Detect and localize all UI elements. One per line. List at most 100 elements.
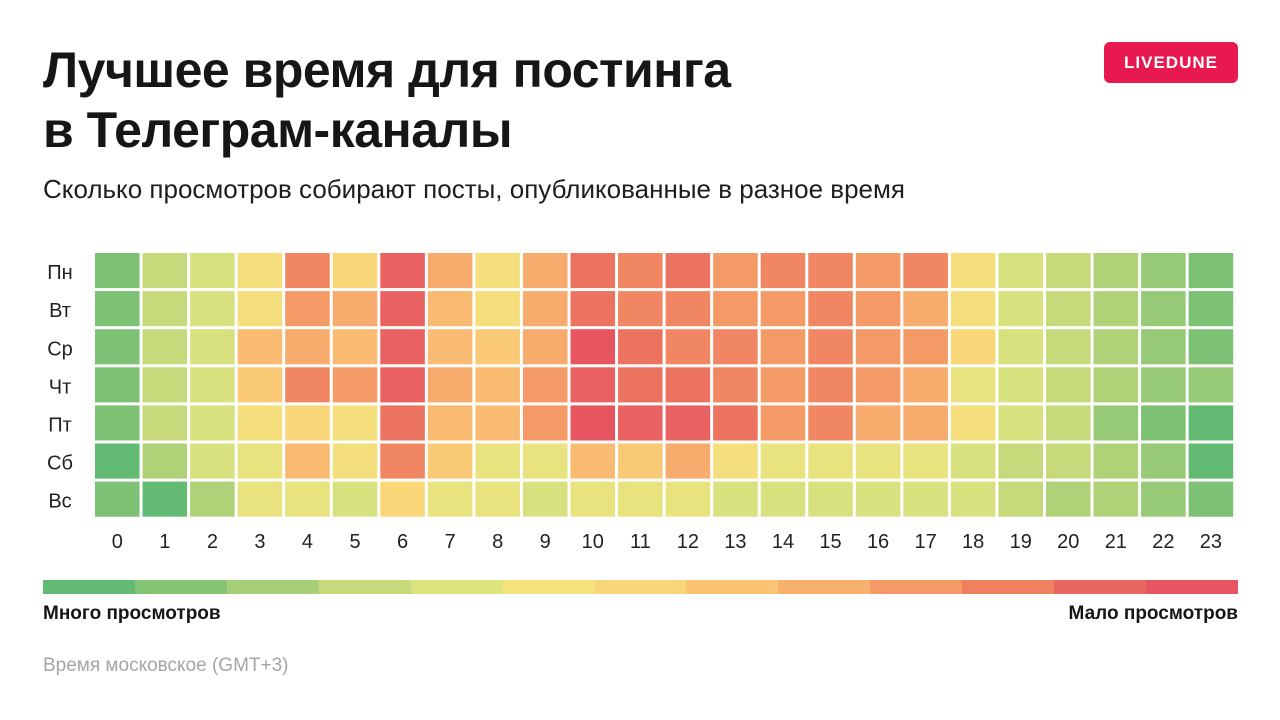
heatmap-cell	[855, 405, 901, 441]
hour-label: 21	[1105, 531, 1127, 553]
heatmap-cell	[570, 329, 616, 365]
day-label: Вт	[49, 300, 71, 322]
heatmap-cell	[95, 481, 140, 517]
heatmap-cell	[1188, 481, 1234, 517]
heatmap-cell	[1046, 253, 1091, 289]
heatmap-cell	[332, 329, 378, 365]
scale-segment	[1146, 580, 1238, 594]
heatmap-cell	[332, 253, 378, 289]
scale-segment	[410, 580, 503, 594]
heatmap-cell	[760, 291, 806, 327]
heatmap-cell	[760, 329, 806, 365]
heatmap-cell	[522, 481, 568, 517]
heatmap-cell	[285, 481, 330, 517]
heatmap-cell	[855, 253, 901, 289]
hour-label: 1	[159, 531, 170, 553]
heatmap-cell	[855, 443, 901, 479]
heatmap-cell	[1093, 443, 1139, 479]
heatmap-cell	[713, 405, 758, 441]
heatmap-cell	[1188, 329, 1234, 365]
heatmap-cell	[570, 443, 616, 479]
heatmap-cell	[808, 253, 853, 289]
heatmap-cell	[1141, 481, 1186, 517]
heatmap-cell	[618, 253, 663, 289]
heatmap-cell	[855, 367, 901, 403]
day-label: Ср	[47, 338, 73, 360]
heatmap-cell	[998, 443, 1043, 479]
heatmap-cell	[618, 481, 663, 517]
heatmap-cell	[1093, 291, 1139, 327]
heatmap-cell	[475, 443, 520, 479]
heatmap-cell	[522, 405, 568, 441]
heatmap-cell	[427, 443, 473, 479]
heatmap-cell	[855, 481, 901, 517]
heatmap-cell	[380, 253, 425, 289]
heatmap-cell	[618, 405, 663, 441]
heatmap-cell	[1093, 405, 1139, 441]
heatmap-cell	[237, 291, 283, 327]
heatmap-cell	[618, 291, 663, 327]
hour-label: 10	[582, 531, 604, 553]
heatmap-cell	[1141, 253, 1186, 289]
heatmap-cell	[665, 329, 711, 365]
heatmap-cell	[998, 329, 1043, 365]
heatmap-cell	[285, 291, 330, 327]
hour-label: 20	[1057, 531, 1079, 553]
heatmap-cell	[808, 329, 853, 365]
heatmap-cell	[475, 481, 520, 517]
heatmap-cell	[808, 443, 853, 479]
hour-label: 2	[207, 531, 218, 553]
timezone-footnote: Время московское (GMT+3)	[43, 655, 289, 676]
heatmap-cell	[808, 367, 853, 403]
chart-title-line-2: в Телеграм-каналы	[43, 102, 513, 158]
heatmap-cell	[190, 481, 235, 517]
heatmap-cell	[713, 291, 758, 327]
heatmap-cell	[190, 253, 235, 289]
heatmap-cell	[522, 329, 568, 365]
heatmap-cell	[142, 291, 188, 327]
heatmap-cell	[475, 253, 520, 289]
heatmap-cell	[95, 405, 140, 441]
heatmap-cell	[332, 405, 378, 441]
heatmap-cell	[380, 367, 425, 403]
heatmap-cell	[1093, 481, 1139, 517]
heatmap-cell	[998, 481, 1043, 517]
heatmap-cell	[1046, 405, 1091, 441]
heatmap-cell	[760, 481, 806, 517]
heatmap-cell	[95, 253, 140, 289]
heatmap-cell	[332, 481, 378, 517]
heatmap-cell	[142, 405, 188, 441]
heatmap-cell	[380, 405, 425, 441]
heatmap-cell	[760, 405, 806, 441]
heatmap-cell	[475, 367, 520, 403]
heatmap-cell	[475, 405, 520, 441]
heatmap-cell	[142, 367, 188, 403]
heatmap-cell	[332, 443, 378, 479]
heatmap-cell	[285, 367, 330, 403]
scale-segment	[226, 580, 319, 594]
heatmap-cell	[1093, 367, 1139, 403]
scale-high-label: Мало просмотров	[1068, 603, 1238, 624]
heatmap-cell	[237, 329, 283, 365]
heatmap-cell	[713, 329, 758, 365]
hour-label: 9	[540, 531, 551, 553]
scale-segment	[502, 580, 595, 594]
heatmap-cell	[1046, 367, 1091, 403]
heatmap-cell	[998, 253, 1043, 289]
heatmap-cell	[95, 329, 140, 365]
heatmap-cell	[190, 367, 235, 403]
heatmap-cell	[285, 253, 330, 289]
hour-label: 11	[630, 531, 651, 553]
heatmap-cell	[427, 367, 473, 403]
heatmap-cell	[903, 443, 948, 479]
heatmap-cell	[1046, 329, 1091, 365]
heatmap-cell	[1141, 367, 1186, 403]
heatmap-cell	[665, 253, 711, 289]
heatmap-cell	[570, 405, 616, 441]
hour-label: 0	[112, 531, 123, 553]
heatmap-cell	[1046, 291, 1091, 327]
heatmap-cell	[237, 481, 283, 517]
heatmap-cell	[998, 367, 1043, 403]
heatmap-cell	[332, 367, 378, 403]
scale-low-label: Много просмотров	[43, 603, 221, 624]
